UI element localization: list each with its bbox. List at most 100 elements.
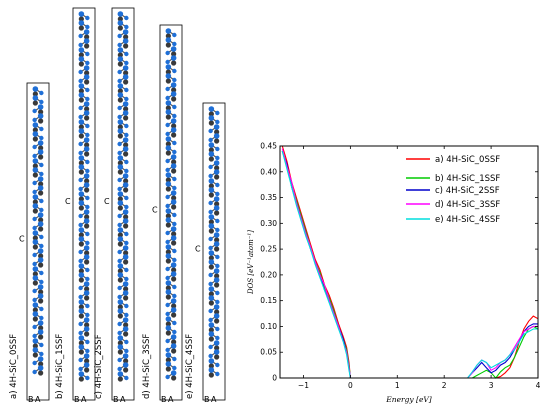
silicon-atom <box>213 169 220 175</box>
silicon-atom <box>122 182 129 188</box>
silicon-atom <box>83 362 90 368</box>
silicon-atom <box>85 312 90 318</box>
silicon-atom <box>215 119 220 125</box>
silicon-atom <box>172 356 177 362</box>
silicon-atom <box>32 311 39 317</box>
silicon-atom <box>208 173 213 179</box>
carbon-atom <box>78 232 84 238</box>
silicon-atom <box>83 254 90 260</box>
silicon-atom <box>170 55 177 61</box>
carbon-atom <box>32 316 38 322</box>
silicon-atom <box>165 244 172 250</box>
silicon-atom <box>122 110 129 116</box>
silicon-atom <box>215 371 220 377</box>
carbon-atom <box>165 141 171 147</box>
silicon-atom <box>208 286 215 292</box>
silicon-atom <box>208 142 215 148</box>
silicon-atom <box>32 266 39 272</box>
silicon-atom <box>122 290 129 296</box>
silicon-atom <box>213 304 220 310</box>
legend-entry: b) 4H-SiC_1SSF <box>435 174 500 184</box>
silicon-atom <box>85 276 90 282</box>
silicon-atom <box>32 261 37 267</box>
structure-caption: d) 4H-SiC_3SSF <box>142 334 152 399</box>
silicon-atom <box>208 200 213 206</box>
silicon-atom <box>213 313 220 319</box>
silicon-atom <box>85 231 90 237</box>
silicon-atom <box>39 279 44 285</box>
silicon-atom <box>85 348 90 354</box>
silicon-atom <box>78 164 85 170</box>
silicon-atom <box>39 234 44 240</box>
carbon-atom <box>208 228 214 234</box>
carbon-atom <box>78 205 84 211</box>
silicon-atom <box>165 275 170 281</box>
silicon-atom <box>37 365 44 371</box>
carbon-atom <box>171 195 177 201</box>
silicon-atom <box>215 362 220 368</box>
y-tick-label: 0.05 <box>260 348 277 357</box>
cell-box <box>202 102 226 401</box>
series-line <box>281 145 539 379</box>
silicon-atom <box>170 298 177 304</box>
carbon-atom <box>78 376 84 382</box>
carbon-atom <box>117 16 123 22</box>
carbon-atom <box>165 258 171 264</box>
carbon-atom <box>123 367 129 373</box>
carbon-atom <box>32 100 38 106</box>
carbon-atom <box>84 331 90 337</box>
carbon-atom <box>165 330 171 336</box>
silicon-atom <box>124 303 129 309</box>
silicon-atom <box>117 164 124 170</box>
carbon-atom <box>117 340 123 346</box>
silicon-atom <box>78 83 85 89</box>
carbon-atom <box>165 213 171 219</box>
carbon-atom <box>165 69 171 75</box>
silicon-atom <box>124 204 129 210</box>
silicon-atom <box>170 334 177 340</box>
silicon-atom <box>78 236 85 242</box>
silicon-atom <box>208 358 215 364</box>
silicon-atom <box>78 308 85 314</box>
silicon-atom <box>117 105 122 111</box>
silicon-atom <box>39 90 44 96</box>
silicon-atom <box>208 250 215 256</box>
silicon-atom <box>172 320 177 326</box>
silicon-atom <box>170 163 177 169</box>
silicon-atom <box>32 275 39 281</box>
carbon-atom <box>84 358 90 364</box>
carbon-atom <box>123 34 129 40</box>
carbon-atom <box>123 115 129 121</box>
carbon-atom <box>123 286 129 292</box>
silicon-atom <box>78 330 83 336</box>
silicon-atom <box>78 191 85 197</box>
carbon-atom <box>123 79 129 85</box>
carbon-atom <box>171 267 177 273</box>
silicon-atom <box>215 146 220 152</box>
silicon-atom <box>117 335 124 341</box>
carbon-atom <box>84 187 90 193</box>
silicon-atom <box>83 74 90 80</box>
carbon-atom <box>171 240 177 246</box>
carbon-atom <box>214 318 220 324</box>
silicon-atom <box>172 248 177 254</box>
carbon-atom <box>78 196 84 202</box>
carbon-atom <box>117 241 123 247</box>
carbon-atom <box>165 294 171 300</box>
silicon-atom <box>85 87 90 93</box>
silicon-atom <box>78 186 83 192</box>
cell-box <box>159 24 183 401</box>
silicon-atom <box>37 113 44 119</box>
silicon-atom <box>170 262 177 268</box>
silicon-atom <box>208 106 215 112</box>
carbon-atom <box>38 217 44 223</box>
silicon-atom <box>117 213 122 219</box>
silicon-atom <box>117 186 122 192</box>
carbon-atom <box>117 97 123 103</box>
silicon-atom <box>32 180 37 186</box>
silicon-atom <box>165 181 172 187</box>
carbon-atom <box>78 268 84 274</box>
carbon-atom <box>78 340 84 346</box>
carbon-atom <box>38 253 44 259</box>
silicon-atom <box>208 308 213 314</box>
